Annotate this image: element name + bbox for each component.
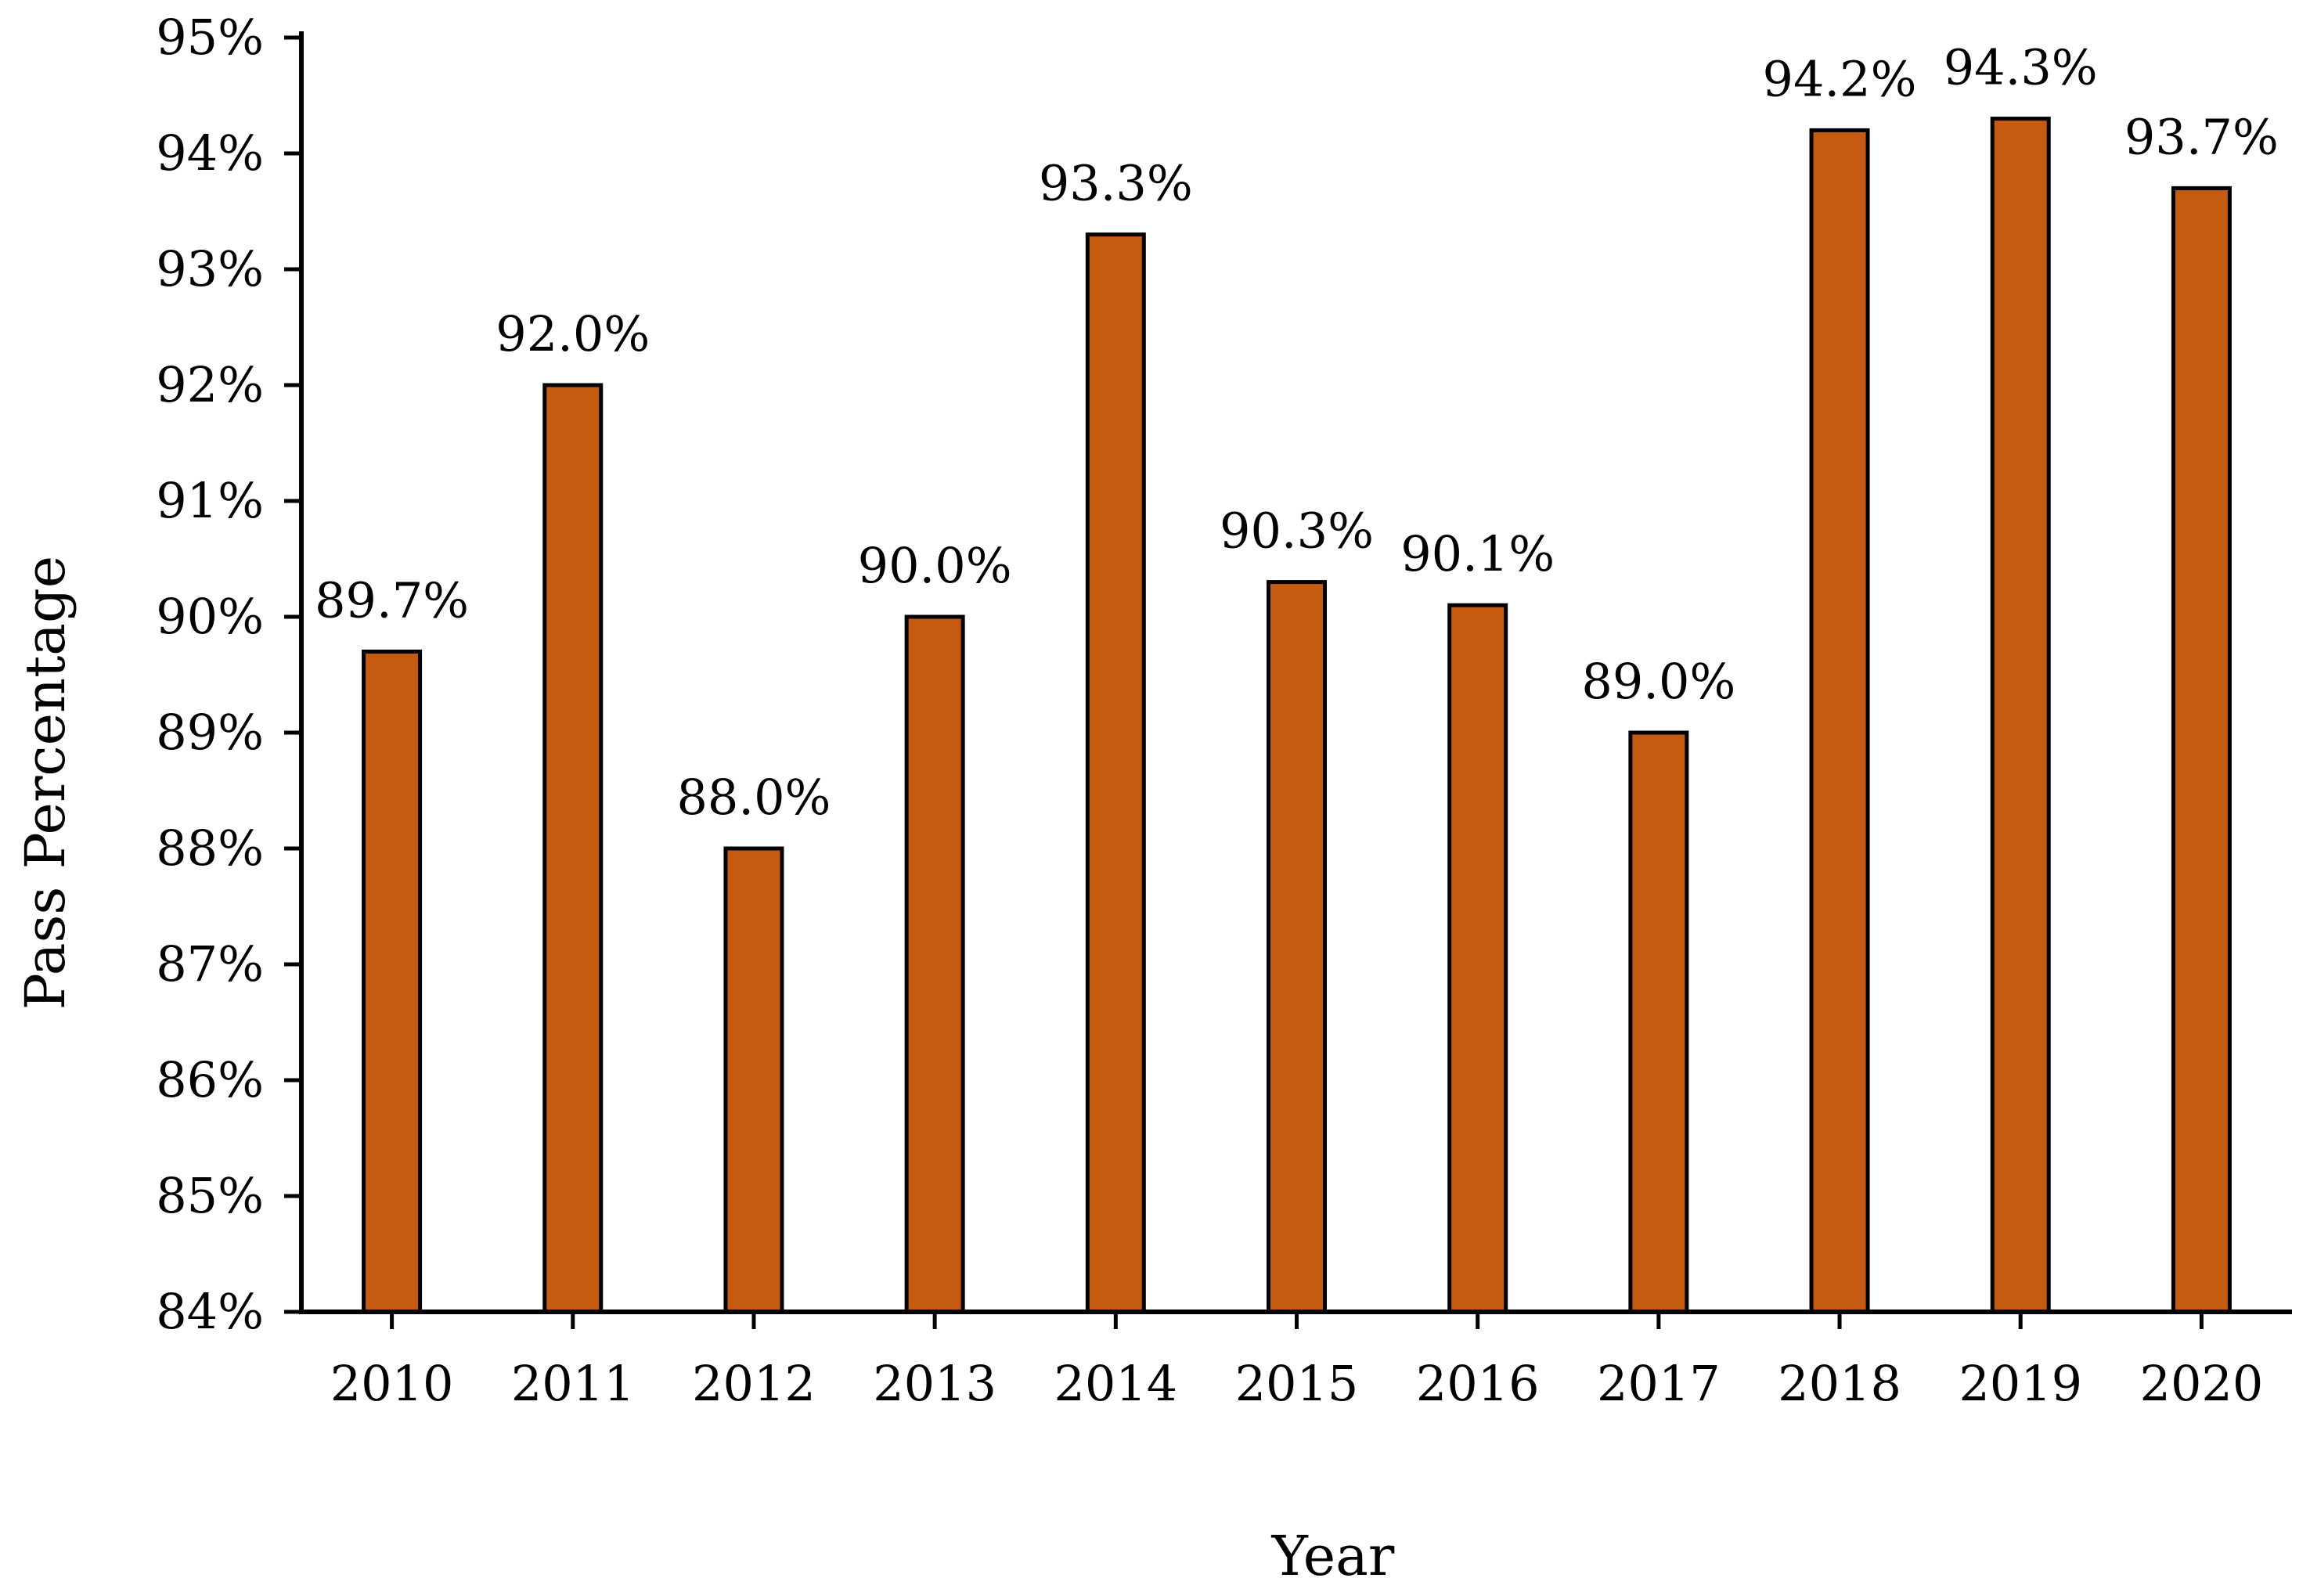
data-label-2014: 93.3% xyxy=(1039,155,1193,212)
x-tick-label: 2010 xyxy=(330,1355,454,1412)
bar-2017 xyxy=(1628,730,1689,1314)
bar-2015 xyxy=(1267,580,1327,1314)
data-label-2016: 90.1% xyxy=(1400,525,1555,582)
data-label-2010: 89.7% xyxy=(315,571,469,629)
bar-2018 xyxy=(1809,128,1870,1314)
y-tick-label: 92% xyxy=(156,356,264,413)
y-tick-label: 88% xyxy=(156,820,264,877)
x-tick-label: 2019 xyxy=(1959,1355,2082,1412)
bar-2010 xyxy=(362,649,423,1314)
y-tick-label: 85% xyxy=(156,1167,264,1224)
data-label-2017: 89.0% xyxy=(1581,653,1735,710)
y-axis-title: Pass Percentage xyxy=(13,556,77,1010)
bar-2011 xyxy=(542,383,604,1314)
x-tick-label: 2013 xyxy=(873,1355,996,1412)
bar-2019 xyxy=(1990,117,2051,1314)
y-tick-label: 94% xyxy=(156,124,264,182)
x-tick-label: 2014 xyxy=(1054,1355,1177,1412)
data-label-2018: 94.2% xyxy=(1763,50,1917,107)
y-tick-label: 93% xyxy=(156,240,264,297)
y-tick-label: 90% xyxy=(156,588,264,645)
x-tick-label: 2017 xyxy=(1597,1355,1721,1412)
y-tick-label: 84% xyxy=(156,1283,264,1340)
x-axis-title: Year xyxy=(1271,1524,1395,1588)
data-label-2012: 88.0% xyxy=(676,769,831,826)
x-tick-label: 2018 xyxy=(1778,1355,1901,1412)
bar-2014 xyxy=(1085,232,1146,1314)
x-tick-label: 2020 xyxy=(2140,1355,2264,1412)
x-ticks-group: 2010 2011 2012 2013 2014 2015 2016 2017 2018 2019… xyxy=(330,1312,2264,1412)
bars-group xyxy=(362,117,2232,1314)
bar-2016 xyxy=(1447,603,1508,1314)
bar-2013 xyxy=(904,614,965,1314)
x-tick-label: 2012 xyxy=(692,1355,816,1412)
x-tick-label: 2011 xyxy=(511,1355,635,1412)
data-label-2013: 90.0% xyxy=(858,537,1012,594)
data-label-2015: 90.3% xyxy=(1220,503,1374,560)
y-tick-label: 95% xyxy=(156,9,264,66)
data-labels-group: 89.7% 92.0% 88.0% 90.0% 93.3% 90.3% 90.1% 89.0%… xyxy=(315,39,2279,826)
y-tick-label: 91% xyxy=(156,472,264,529)
data-label-2011: 92.0% xyxy=(496,305,650,362)
y-tick-label: 87% xyxy=(156,935,264,993)
y-ticks-group: 84% 85% 86% 87% 88% 89% 90% 91% 92% 93% 94% 95% xyxy=(156,9,301,1340)
x-tick-label: 2015 xyxy=(1235,1355,1359,1412)
bar-2020 xyxy=(2171,186,2232,1314)
y-tick-label: 89% xyxy=(156,704,264,761)
bar-2012 xyxy=(723,846,784,1314)
x-tick-label: 2016 xyxy=(1416,1355,1540,1412)
data-label-2020: 93.7% xyxy=(2124,108,2279,165)
data-label-2019: 94.3% xyxy=(1944,39,2098,96)
y-tick-label: 86% xyxy=(156,1051,264,1108)
